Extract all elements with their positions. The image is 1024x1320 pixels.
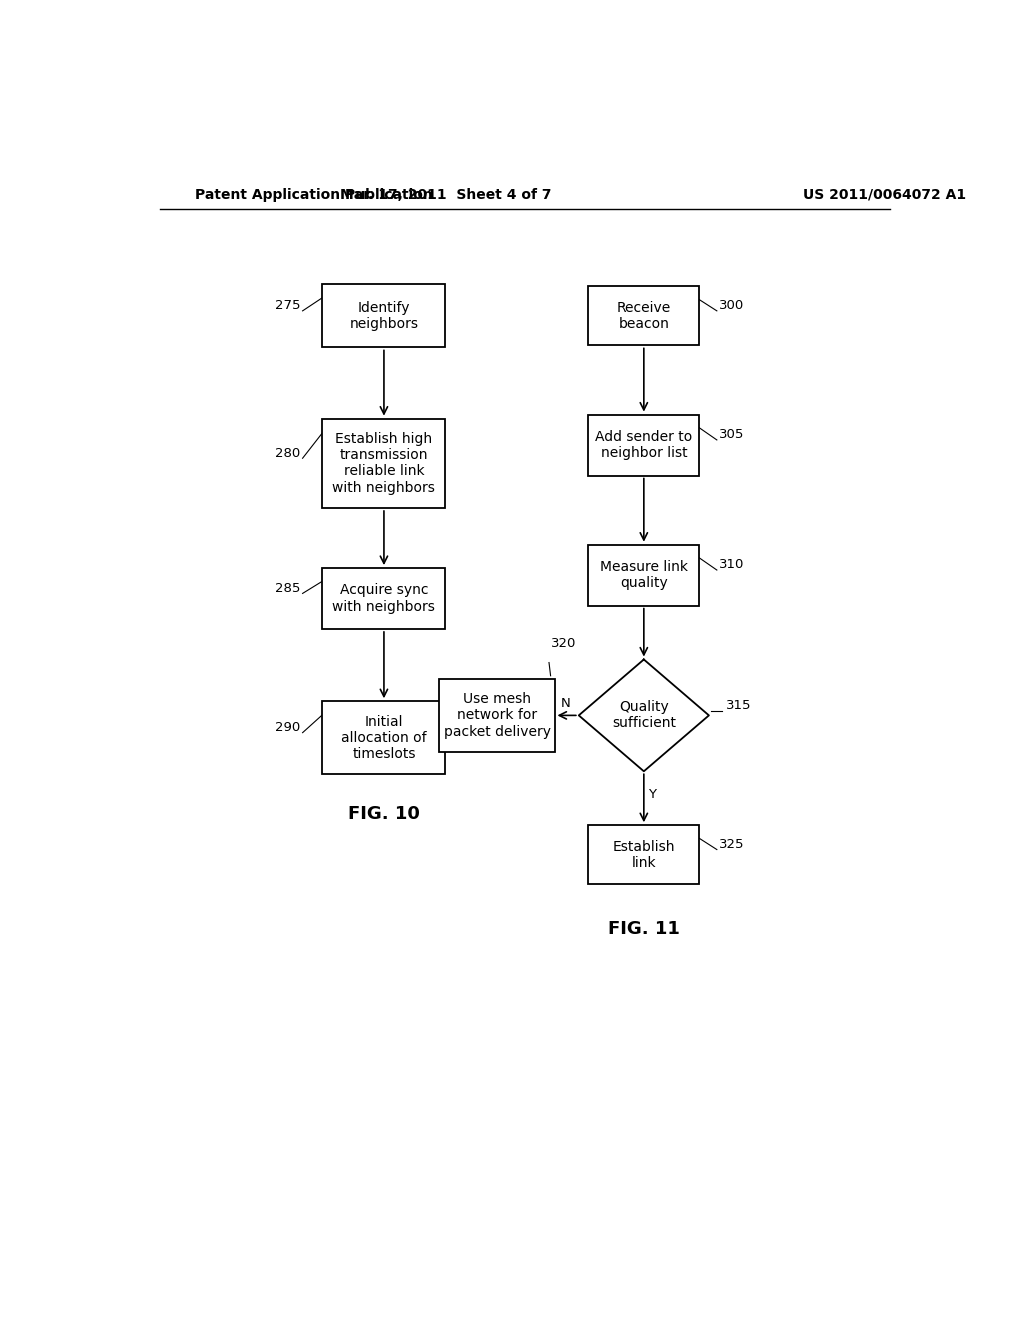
Text: FIG. 11: FIG. 11 [608, 920, 680, 937]
Text: Measure link
quality: Measure link quality [600, 560, 688, 590]
Text: Establish high
transmission
reliable link
with neighbors: Establish high transmission reliable lin… [333, 432, 435, 495]
Text: FIG. 10: FIG. 10 [348, 805, 420, 822]
Text: Identify
neighbors: Identify neighbors [349, 301, 419, 331]
Text: 300: 300 [719, 300, 744, 313]
Text: Acquire sync
with neighbors: Acquire sync with neighbors [333, 583, 435, 614]
Text: Add sender to
neighbor list: Add sender to neighbor list [595, 430, 692, 461]
Text: Initial
allocation of
timeslots: Initial allocation of timeslots [341, 714, 427, 760]
Text: Y: Y [648, 788, 655, 800]
FancyBboxPatch shape [323, 418, 445, 508]
Text: Quality
sufficient: Quality sufficient [612, 701, 676, 730]
FancyBboxPatch shape [588, 545, 699, 606]
FancyBboxPatch shape [323, 701, 445, 775]
Text: Use mesh
network for
packet delivery: Use mesh network for packet delivery [443, 692, 551, 739]
Text: 275: 275 [274, 300, 300, 313]
Text: Mar. 17, 2011  Sheet 4 of 7: Mar. 17, 2011 Sheet 4 of 7 [340, 187, 551, 202]
FancyBboxPatch shape [588, 414, 699, 475]
FancyBboxPatch shape [323, 284, 445, 347]
Text: N: N [561, 697, 571, 710]
Text: 310: 310 [719, 558, 744, 572]
FancyBboxPatch shape [588, 825, 699, 884]
FancyBboxPatch shape [439, 678, 555, 752]
Text: Patent Application Publication: Patent Application Publication [196, 187, 433, 202]
FancyBboxPatch shape [323, 568, 445, 630]
Text: US 2011/0064072 A1: US 2011/0064072 A1 [803, 187, 966, 202]
Text: 320: 320 [551, 638, 575, 651]
Text: 280: 280 [275, 446, 300, 459]
Text: Receive
beacon: Receive beacon [616, 301, 671, 331]
Text: 290: 290 [275, 721, 300, 734]
FancyBboxPatch shape [588, 286, 699, 346]
Text: 285: 285 [274, 582, 300, 595]
Text: 315: 315 [726, 698, 752, 711]
Text: Establish
link: Establish link [612, 840, 675, 870]
Text: 305: 305 [719, 429, 744, 441]
Text: 325: 325 [719, 838, 744, 851]
